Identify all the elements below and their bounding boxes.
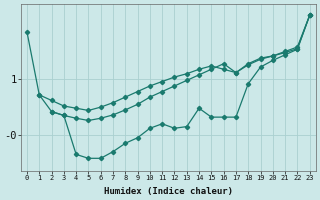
X-axis label: Humidex (Indice chaleur): Humidex (Indice chaleur) — [104, 187, 233, 196]
